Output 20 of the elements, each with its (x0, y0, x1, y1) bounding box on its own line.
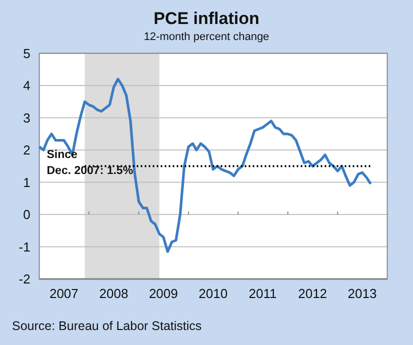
x-tick-label: 2007 (49, 286, 78, 301)
y-tick-label: 3 (23, 110, 30, 126)
y-tick-label: 1 (23, 174, 30, 190)
annotation: Since Dec. 2007: 1.5% (46, 149, 134, 178)
y-tick-label: -2 (18, 272, 30, 287)
x-tick-label: 2008 (99, 286, 128, 301)
x-tick-label: 2009 (148, 286, 178, 301)
y-tick-label: 2 (23, 142, 30, 158)
x-tick-label: 2013 (348, 286, 377, 301)
y-tick-label: 0 (23, 207, 30, 222)
y-tick-label: -1 (18, 239, 30, 254)
y-tick-label: 4 (23, 78, 30, 94)
y-tick-label: 5 (23, 46, 30, 61)
x-tick-label: 2012 (298, 286, 328, 301)
chart-title: PCE inflation (154, 9, 260, 28)
chart-subtitle: 12-month percent change (144, 31, 270, 43)
x-tick-label: 2011 (248, 286, 277, 301)
source-note: Source: Bureau of Labor Statistics (12, 319, 202, 333)
line-series (38, 78, 372, 253)
x-tick-label: 2010 (198, 286, 228, 301)
